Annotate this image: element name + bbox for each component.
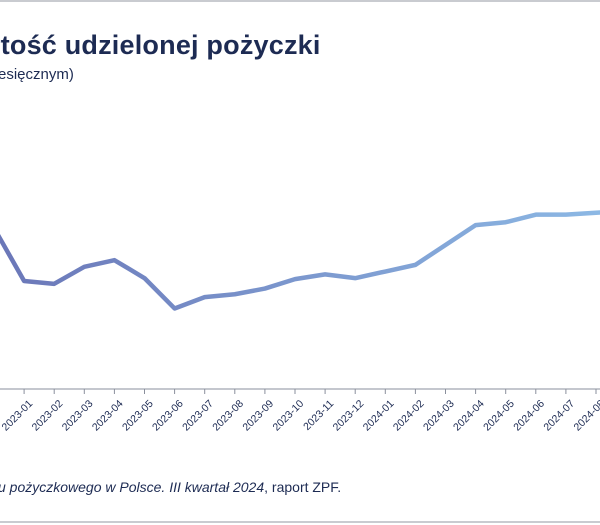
x-tick-label: 2024-04 <box>451 398 487 434</box>
x-tick-label: 2023-11 <box>301 398 336 433</box>
x-tick-label: 2023-10 <box>270 398 306 434</box>
x-tick-label: 2024-06 <box>511 398 547 434</box>
x-tick-label: 2023-08 <box>210 398 246 434</box>
x-tick-label: 2023-07 <box>180 398 216 434</box>
x-tick-label: 2024-03 <box>421 398 457 434</box>
x-tick-label: 2024-05 <box>481 398 517 434</box>
source-italic: u pożyczkowego w Polsce. III kwartał 202… <box>0 479 265 495</box>
x-tick-label: 2024-07 <box>541 398 577 434</box>
x-tick-label: 2024-01 <box>361 398 397 434</box>
source-rest: , raport ZPF. <box>264 479 342 495</box>
x-tick-label: 2023-04 <box>90 398 126 434</box>
line-chart: 2023-012023-022023-032023-042023-052023-… <box>0 210 600 434</box>
bottom-divider <box>0 521 600 523</box>
x-tick-label: 2023-02 <box>30 398 66 434</box>
x-tick-label: 2023-03 <box>60 398 96 434</box>
x-tick-label: 2023-12 <box>331 398 367 434</box>
source-note: u pożyczkowego w Polsce. III kwartał 202… <box>0 479 341 495</box>
series-line <box>0 210 600 311</box>
x-tick-label: 2024-08 <box>571 398 600 434</box>
x-tick-label: 2024-02 <box>391 398 427 434</box>
chart-subtitle: esięcznym) <box>0 66 74 83</box>
top-divider <box>0 0 600 2</box>
x-tick-label: 2023-05 <box>120 398 156 434</box>
chart-title: rtość udzielonej pożyczki <box>0 30 321 60</box>
x-tick-label: 2023-09 <box>240 398 276 434</box>
x-tick-label: 2023-06 <box>150 398 186 434</box>
x-tick-label: 2023-01 <box>0 398 35 434</box>
